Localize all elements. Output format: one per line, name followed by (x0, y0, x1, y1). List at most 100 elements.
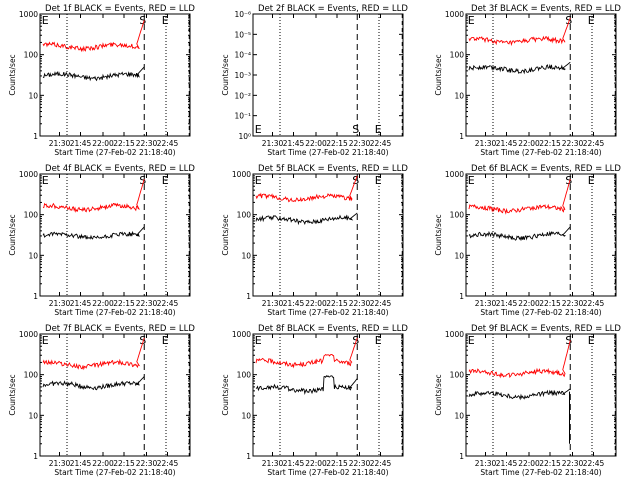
marker-e: E (588, 174, 595, 187)
x-tick-label: 21:30 (475, 299, 497, 308)
y-tick-label: 1000 (232, 170, 251, 179)
y-axis-label: Counts/sec (434, 374, 443, 415)
y-axis-label: Counts/sec (434, 214, 443, 255)
marker-e: E (375, 334, 382, 347)
y-tick-label: 10⁻⁵ (234, 30, 251, 39)
x-axis-label: Start Time (27-Feb-02 21:18:40) (480, 308, 601, 317)
y-tick-label: 10 (454, 411, 464, 420)
marker-e: E (375, 123, 382, 136)
panel-title: Det 5f BLACK = Events, RED = LLD (258, 164, 408, 174)
x-tick-label: 21:30 (475, 139, 497, 148)
marker-e: E (375, 174, 382, 187)
y-tick-label: 1 (33, 452, 38, 461)
x-tick-label: 22:45 (370, 459, 392, 468)
x-tick-label: 22:15 (326, 299, 348, 308)
x-tick-label: 22:15 (113, 139, 135, 148)
series-lld (42, 20, 145, 53)
plot-frame (465, 333, 617, 457)
marker-e: E (468, 334, 475, 347)
y-tick-label: 100 (450, 371, 465, 380)
x-axis-label: Start Time (27-Feb-02 21:18:40) (54, 148, 175, 157)
x-tick-label: 21:45 (283, 299, 305, 308)
series-lld (255, 337, 358, 369)
x-tick-label: 21:30 (49, 299, 71, 308)
detector-panel-2: Det 2f BLACK = Events, RED = LLD 10⁰ 10⁻¹ 1… (221, 4, 408, 157)
x-tick-label: 22:15 (539, 299, 561, 308)
x-tick-label: 22:00 (305, 139, 327, 148)
plot-frame (252, 333, 404, 457)
x-tick-label: 21:30 (262, 299, 284, 308)
x-tick-label: 21:45 (70, 139, 92, 148)
y-axis-label: Counts/sec (434, 54, 443, 95)
x-tick-label: 22:45 (370, 299, 392, 308)
marker-e: E (162, 14, 169, 27)
series-lld (255, 175, 358, 203)
panel-title: Det 2f BLACK = Events, RED = LLD (258, 4, 408, 14)
y-tick-label: 1000 (445, 170, 464, 179)
series-lld (42, 178, 145, 213)
detector-panel-3: Det 3f BLACK = Events, RED = LLD 1 10 100 10… (434, 4, 621, 157)
y-tick-label: 1000 (445, 10, 464, 19)
x-tick-label: 22:30 (562, 139, 584, 148)
y-tick-label: 10⁻⁴ (234, 51, 251, 60)
x-tick-label: 22:15 (539, 459, 561, 468)
marker-e: E (255, 174, 262, 187)
x-tick-label: 22:00 (92, 299, 114, 308)
series-events (255, 375, 358, 396)
marker-e: E (162, 174, 169, 187)
y-tick-label: 1000 (19, 10, 38, 19)
plot-frame (39, 333, 191, 457)
y-tick-label: 100 (24, 211, 39, 220)
y-tick-label: 100 (237, 371, 252, 380)
detector-panel-9: Det 9f BLACK = Events, RED = LLD 1 10 100 10… (434, 324, 621, 477)
x-tick-label: 21:45 (496, 139, 518, 148)
x-axis-label: Start Time (27-Feb-02 21:18:40) (267, 468, 388, 477)
x-tick-label: 22:30 (562, 299, 584, 308)
plot-frame (465, 13, 617, 137)
y-tick-label: 10⁻³ (234, 71, 251, 80)
panel-title: Det 1f BLACK = Events, RED = LLD (45, 4, 195, 14)
plot-frame (39, 13, 191, 137)
x-tick-label: 22:45 (157, 299, 179, 308)
marker-s: S (565, 14, 572, 27)
marker-s: S (565, 174, 572, 187)
detector-panel-8: Det 8f BLACK = Events, RED = LLD 1 10 100 10… (221, 324, 408, 477)
x-tick-label: 22:30 (349, 299, 371, 308)
y-tick-label: 100 (24, 371, 39, 380)
detector-panel-5: Det 5f BLACK = Events, RED = LLD 1 10 100 10… (221, 164, 408, 317)
x-axis-label: Start Time (27-Feb-02 21:18:40) (267, 148, 388, 157)
y-axis-label: Counts/sec (8, 214, 17, 255)
series-events (468, 61, 571, 75)
x-tick-label: 22:00 (518, 299, 540, 308)
series-lld (42, 337, 145, 371)
y-tick-label: 1 (459, 292, 464, 301)
x-tick-label: 21:45 (70, 299, 92, 308)
x-axis-label: Start Time (27-Feb-02 21:18:40) (54, 308, 175, 317)
series-lld (468, 178, 571, 215)
y-tick-label: 10 (454, 251, 464, 260)
x-tick-label: 22:00 (92, 459, 114, 468)
x-axis-label: Start Time (27-Feb-02 21:18:40) (480, 148, 601, 157)
y-axis-label: Counts/sec (221, 214, 230, 255)
y-tick-label: 1 (246, 292, 251, 301)
panel-title: Det 9f BLACK = Events, RED = LLD (471, 324, 621, 334)
x-tick-label: 22:15 (539, 139, 561, 148)
y-tick-label: 10 (454, 91, 464, 100)
marker-e: E (588, 14, 595, 27)
series-events (468, 388, 571, 401)
y-tick-label: 100 (450, 51, 465, 60)
marker-e: E (162, 334, 169, 347)
marker-s: S (565, 334, 572, 347)
marker-s: S (139, 334, 146, 347)
x-tick-label: 21:30 (49, 139, 71, 148)
x-tick-label: 22:15 (326, 459, 348, 468)
y-tick-label: 100 (450, 211, 465, 220)
y-tick-label: 10 (241, 251, 251, 260)
detector-panel-6: Det 6f BLACK = Events, RED = LLD 1 10 100 10… (434, 164, 621, 317)
x-tick-label: 22:45 (583, 299, 605, 308)
plot-frame (39, 173, 191, 297)
plot-frame (252, 173, 404, 297)
panel-title: Det 6f BLACK = Events, RED = LLD (471, 164, 621, 174)
x-tick-label: 21:30 (262, 139, 284, 148)
x-tick-label: 21:45 (283, 459, 305, 468)
